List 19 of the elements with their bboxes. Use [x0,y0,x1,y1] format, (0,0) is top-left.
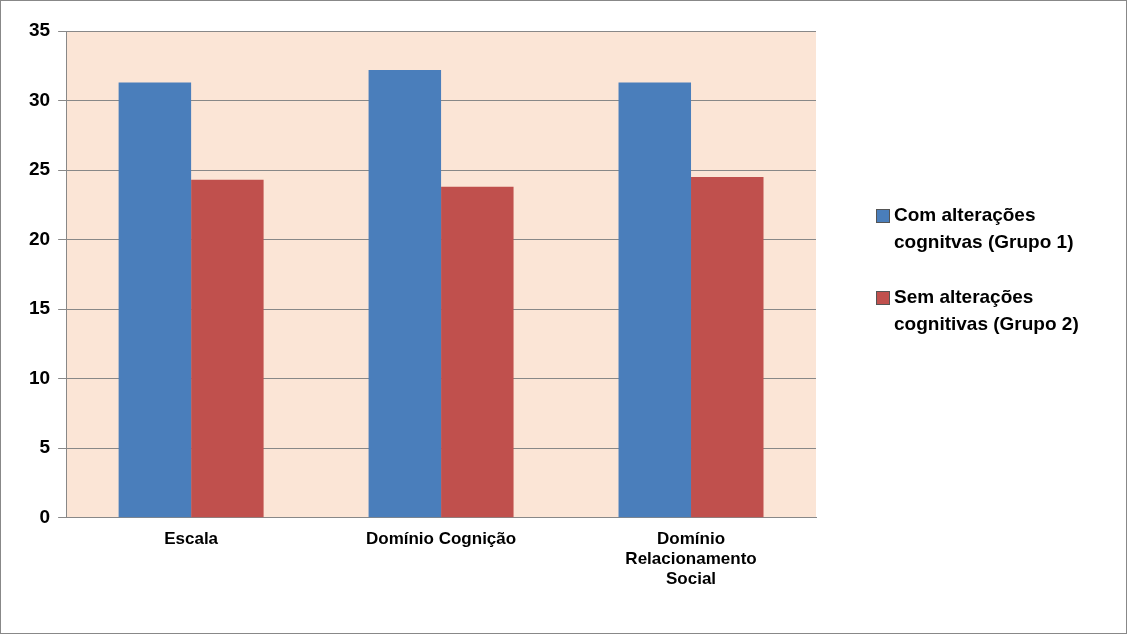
legend-label: Sem alterações cognitivas (Grupo 2) [894,285,1080,336]
y-tick-label: 15 [28,297,51,319]
bar [618,82,692,518]
bar [118,82,192,518]
y-tick-label: 35 [28,19,51,41]
bar [441,186,514,518]
bar [191,179,264,518]
bar [368,69,442,518]
x-tick-label: Domínio Cognição [365,528,517,548]
y-tick-label: 10 [28,366,51,388]
bar [691,177,764,518]
y-tick-label: 20 [28,227,51,249]
y-tick-label: 25 [28,158,51,180]
x-tick-label: Escala [164,528,219,548]
legend-label: Com alterações cognitvas (Grupo 1) [894,203,1075,254]
x-tick-label: Domínio Relacionamento Social [625,528,757,589]
y-tick-label: 0 [39,506,51,528]
y-tick-label: 5 [39,436,51,458]
y-tick-label: 30 [28,88,51,110]
